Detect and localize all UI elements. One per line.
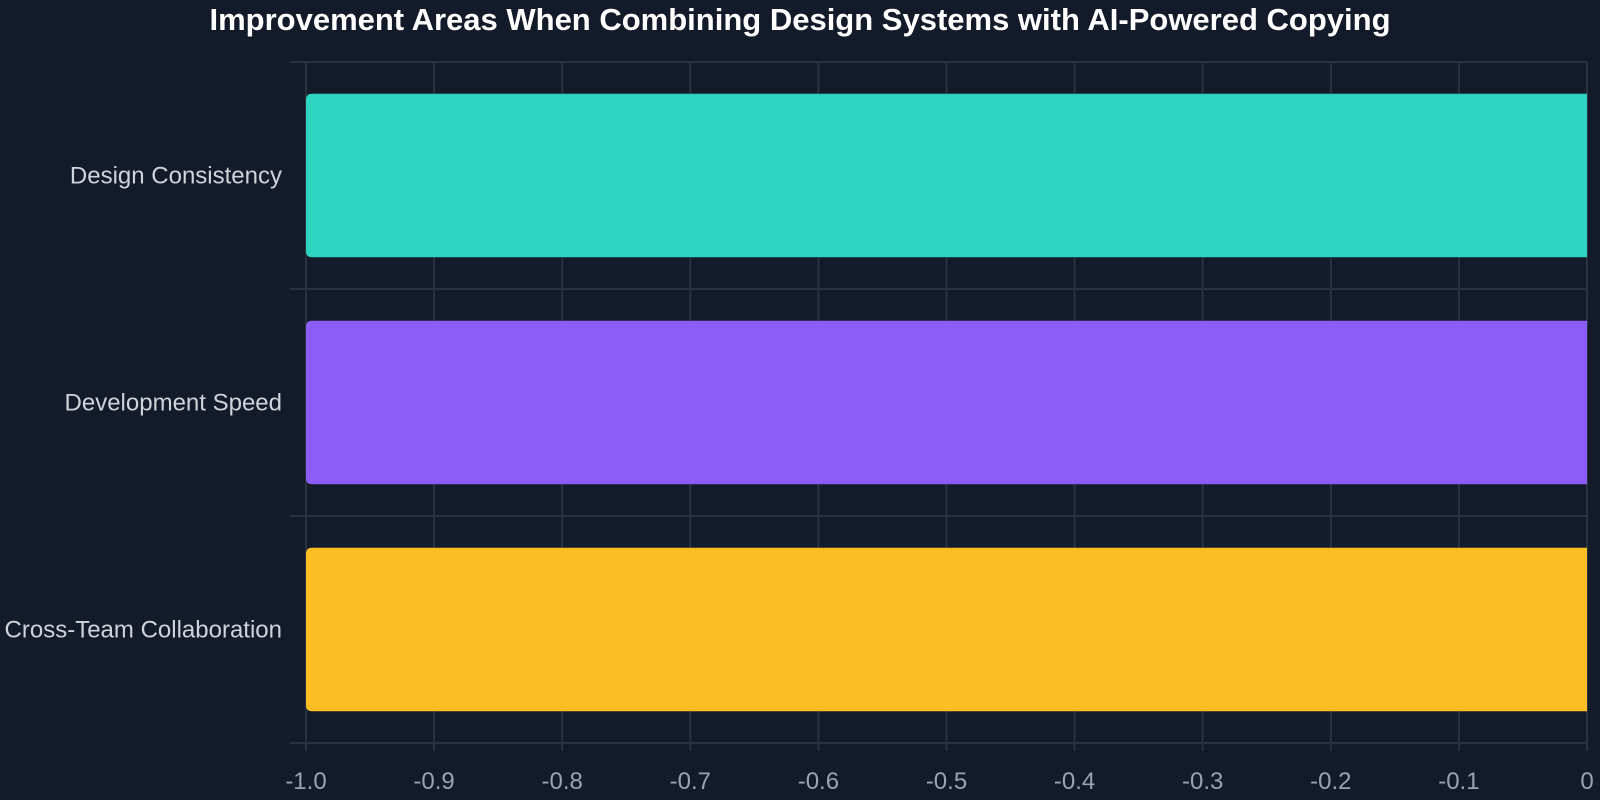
y-category-label: Design Consistency (70, 163, 282, 190)
x-axis-ticks: -1.0 -0.9 -0.8 -0.7 -0.6 -0.5 -0.4 -0.3 -0.2 -0.1… (285, 768, 1593, 795)
x-tick-label: -0.6 (798, 768, 839, 795)
x-tick-label: -0.3 (1182, 768, 1223, 795)
x-tick-label: -0.1 (1438, 768, 1479, 795)
x-tick-label: 0 (1580, 768, 1593, 795)
bars-group (306, 93, 1587, 712)
bar[interactable] (306, 547, 1587, 712)
x-tick-label: -0.4 (1054, 768, 1095, 795)
y-category-label: Development Speed (65, 390, 282, 417)
x-tick-label: -0.5 (926, 768, 967, 795)
x-tick-label: -0.7 (670, 768, 711, 795)
x-tick-label: -0.2 (1310, 768, 1351, 795)
x-tick-label: -1.0 (285, 768, 326, 795)
x-tick-label: -0.9 (413, 768, 454, 795)
y-category-label: Cross-Team Collaboration (5, 617, 282, 644)
bar[interactable] (306, 93, 1587, 258)
x-tick-label: -0.8 (542, 768, 583, 795)
bar[interactable] (306, 320, 1587, 485)
chart-title: Improvement Areas When Combining Design … (209, 2, 1391, 37)
y-axis-categories: Design Consistency Development Speed Cross… (5, 163, 282, 644)
